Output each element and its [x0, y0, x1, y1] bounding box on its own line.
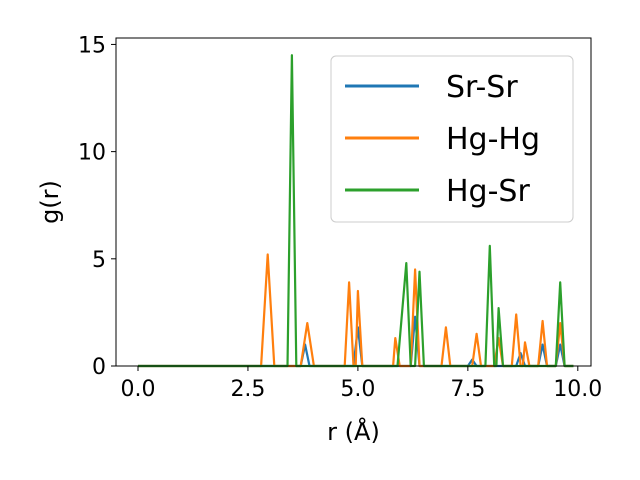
x-tick-label: 5.0	[340, 377, 375, 402]
legend: Sr-Sr Hg-Hg Hg-Sr	[330, 55, 574, 223]
x-tick-label: 0.0	[120, 377, 155, 402]
legend-box	[330, 55, 574, 223]
x-tick-label: 2.5	[230, 377, 265, 402]
y-tick-label: 15	[78, 33, 106, 58]
legend-label-hg-hg: Hg-Hg	[446, 122, 540, 157]
y-axis-label: g(r)	[36, 180, 64, 224]
x-axis-ticks: 0.0 2.5 5.0 7.5 10.0	[120, 366, 602, 402]
x-tick-label: 10.0	[553, 377, 602, 402]
y-tick-label: 10	[78, 141, 106, 166]
legend-label-sr-sr: Sr-Sr	[446, 70, 518, 105]
legend-label-hg-sr: Hg-Sr	[446, 174, 530, 209]
plot-frame	[115, 37, 592, 367]
y-tick-label: 5	[92, 248, 106, 273]
y-axis-ticks: 0 5 10 15	[78, 33, 116, 380]
y-tick-label: 0	[92, 355, 106, 380]
x-tick-label: 7.5	[450, 377, 485, 402]
x-axis-label: r (Å)	[327, 417, 380, 446]
series-line-hg-hg	[138, 253, 574, 368]
